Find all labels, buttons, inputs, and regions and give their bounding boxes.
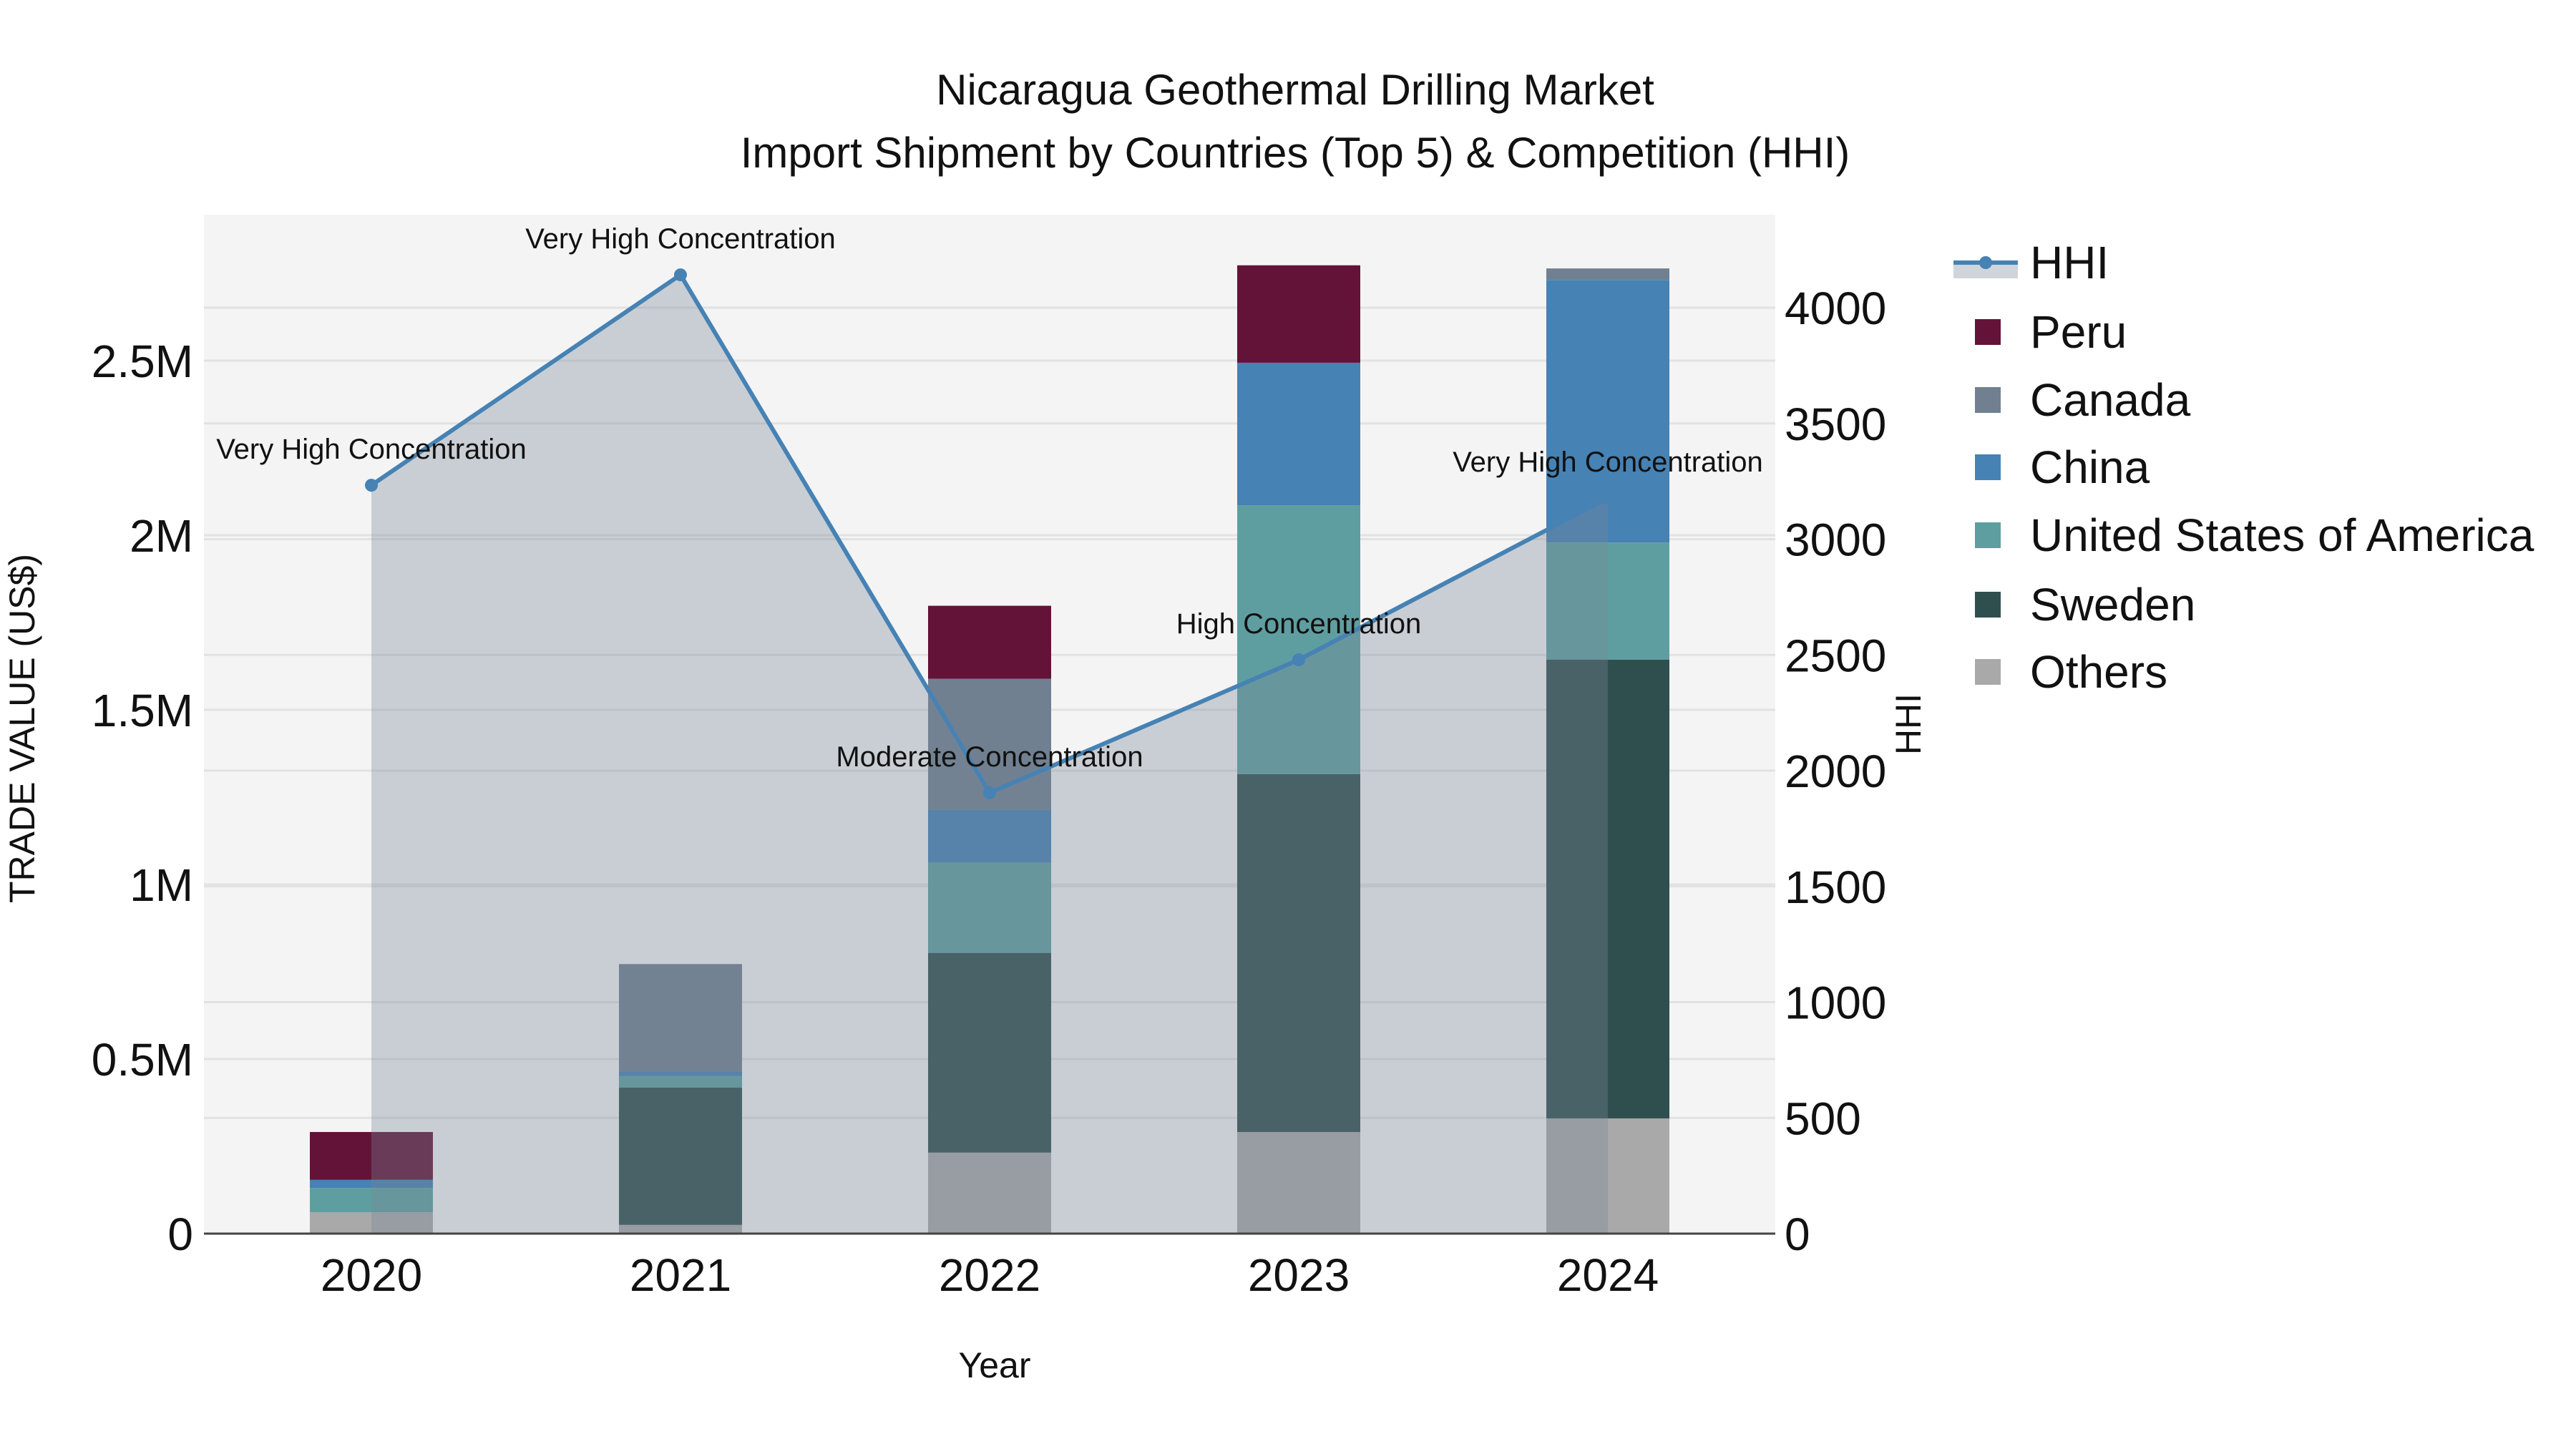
legend-marker-icon (1979, 256, 1992, 269)
bar-segment-china-2021[interactable] (619, 1071, 742, 1076)
bar-segment-others-2024[interactable] (1546, 1118, 1669, 1234)
y-right-tick: 3500 (1785, 399, 1886, 450)
legend-label-canada: Canada (2030, 374, 2191, 426)
bar-segment-others-2022[interactable] (928, 1152, 1051, 1234)
legend-item-others[interactable]: Others (1975, 646, 2167, 698)
bar-segment-others-2020[interactable] (310, 1212, 433, 1234)
x-axis-title: Year (958, 1345, 1030, 1385)
bar-segment-united-states-of-america-2024[interactable] (1546, 542, 1669, 660)
bar-segment-canada-2021[interactable] (619, 964, 742, 1072)
x-tick-labels: 2020 2021 2022 2023 2024 (321, 1249, 1659, 1301)
y-left-tick: 0.5M (92, 1034, 193, 1085)
legend-swatch-icon (1975, 319, 2001, 345)
legend-label-usa: United States of America (2030, 509, 2534, 561)
hhi-point-2020[interactable] (365, 479, 378, 492)
y-left-axis-title: TRADE VALUE (US$) (2, 554, 42, 903)
bar-segment-united-states-of-america-2020[interactable] (310, 1188, 433, 1213)
y-right-tick: 2000 (1785, 746, 1886, 797)
legend-label-china: China (2030, 441, 2150, 493)
y-left-tick: 1.5M (92, 685, 193, 736)
legend-label-hhi: HHI (2030, 237, 2109, 288)
bar-segment-others-2023[interactable] (1237, 1131, 1360, 1234)
bar-segment-united-states-of-america-2022[interactable] (928, 862, 1051, 953)
legend-item-china[interactable]: China (1975, 441, 2150, 493)
bar-segment-china-2020[interactable] (310, 1179, 433, 1189)
y-right-tick: 500 (1785, 1093, 1861, 1144)
y-right-tick: 0 (1785, 1209, 1810, 1260)
bar-segment-sweden-2021[interactable] (619, 1088, 742, 1225)
y-left-tick: 0 (167, 1209, 193, 1260)
y-left-tick: 2.5M (92, 336, 193, 387)
y-right-tick-labels: 0 500 1000 1500 2000 2500 3000 3500 4000 (1785, 283, 1886, 1260)
hhi-annotation-2022: Moderate Concentration (836, 741, 1143, 773)
bar-segment-sweden-2024[interactable] (1546, 659, 1669, 1118)
legend-swatch-icon (1975, 522, 2001, 548)
y-right-axis-title: HHI (1888, 693, 1928, 755)
x-tick: 2022 (939, 1249, 1040, 1301)
bar-segment-united-states-of-america-2021[interactable] (619, 1075, 742, 1088)
x-tick: 2020 (321, 1249, 422, 1301)
y-right-tick: 3000 (1785, 514, 1886, 566)
legend-item-canada[interactable]: Canada (1975, 374, 2191, 426)
hhi-annotation-2023: High Concentration (1176, 608, 1421, 640)
bar-segment-peru-2023[interactable] (1237, 265, 1360, 363)
y-right-tick: 1000 (1785, 977, 1886, 1029)
hhi-point-2022[interactable] (983, 786, 996, 800)
legend-item-usa[interactable]: United States of America (1975, 509, 2534, 561)
y-right-tick: 2500 (1785, 630, 1886, 681)
legend: HHI Peru Canada China United States of A… (1953, 237, 2534, 698)
x-tick: 2023 (1248, 1249, 1350, 1301)
bar-segment-china-2023[interactable] (1237, 362, 1360, 506)
bar-segment-sweden-2022[interactable] (928, 952, 1051, 1153)
hhi-point-2021[interactable] (674, 268, 687, 282)
legend-item-peru[interactable]: Peru (1975, 306, 2127, 358)
hhi-line (365, 268, 1614, 800)
bar-segment-peru-2022[interactable] (928, 605, 1051, 679)
bar-segment-canada-2024[interactable] (1546, 268, 1669, 280)
bar-segment-peru-2020[interactable] (310, 1131, 433, 1180)
legend-area-swatch (1953, 263, 2018, 278)
hhi-point-2024[interactable] (1601, 491, 1614, 504)
bar-segment-sweden-2023[interactable] (1237, 774, 1360, 1132)
chart-title-line2: Import Shipment by Countries (Top 5) & C… (741, 129, 1850, 177)
legend-label-sweden: Sweden (2030, 579, 2195, 630)
hhi-annotation-2021: Very High Concentration (525, 223, 836, 255)
bar-segment-others-2021[interactable] (619, 1224, 742, 1234)
legend-item-sweden[interactable]: Sweden (1975, 579, 2195, 630)
hhi-annotations: Very High Concentration Very High Concent… (216, 223, 1763, 773)
hhi-area-fill (371, 275, 1608, 1234)
hhi-point-2023[interactable] (1292, 653, 1305, 667)
hhi-area-path (371, 275, 1608, 1234)
legend-label-peru: Peru (2030, 306, 2127, 358)
legend-swatch-icon (1975, 592, 2001, 618)
legend-swatch-icon (1975, 387, 2001, 413)
y-left-tick-labels: 0 0.5M 1M 1.5M 2M 2.5M (92, 336, 193, 1260)
hhi-annotation-2020: Very High Concentration (216, 434, 527, 465)
legend-swatch-icon (1975, 659, 2001, 685)
y-left-tick: 2M (130, 510, 193, 562)
y-left-tick: 1M (130, 859, 193, 911)
stacked-bars (310, 265, 1669, 1234)
bar-segment-china-2022[interactable] (928, 809, 1051, 863)
x-tick: 2021 (630, 1249, 731, 1301)
y-right-tick: 4000 (1785, 283, 1886, 334)
legend-swatch-icon (1975, 454, 2001, 480)
hhi-annotation-2024: Very High Concentration (1453, 447, 1763, 478)
chart-title-line1: Nicaragua Geothermal Drilling Market (936, 66, 1654, 114)
legend-label-others: Others (2030, 646, 2167, 698)
y-right-tick: 1500 (1785, 862, 1886, 913)
x-tick: 2024 (1557, 1249, 1659, 1301)
legend-item-hhi[interactable]: HHI (1953, 237, 2109, 288)
